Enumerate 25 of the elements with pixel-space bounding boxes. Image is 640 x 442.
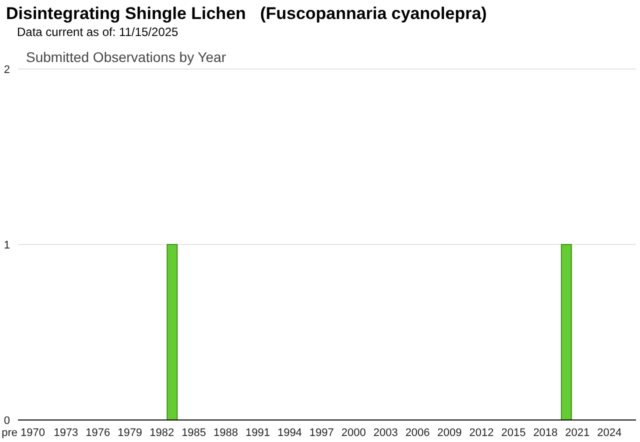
y-tick-label: 2 — [4, 64, 10, 76]
x-tick-label: 1991 — [246, 426, 270, 439]
text: Submitted Observations by Year — [26, 49, 226, 65]
x-tick-label: 2018 — [533, 426, 558, 439]
x-tick-label: 1988 — [214, 426, 238, 439]
x-tick-label: 2006 — [405, 426, 430, 439]
x-tick-label: 1973 — [54, 426, 78, 439]
chart-subtitle: Data current as of: 11/15/2025 — [17, 25, 178, 39]
y-tick-label: 1 — [4, 239, 10, 252]
x-tick-label: 1997 — [309, 426, 334, 439]
x-tick-label: 2012 — [469, 426, 494, 439]
chart-title: Disintegrating Shingle Lichen (Fuscopannaria cyanolepra) — [6, 4, 487, 24]
x-tick-label: 2021 — [565, 426, 590, 439]
y-tick-label: 0 — [4, 414, 10, 427]
x-tick-label: 1982 — [150, 426, 174, 439]
x-tick-label: 2000 — [341, 426, 366, 439]
x-tick-label: 1979 — [118, 426, 142, 439]
x-tick-label: 2015 — [501, 426, 526, 439]
x-tick-label: 2024 — [597, 426, 622, 439]
x-tick-label: 2003 — [373, 426, 398, 439]
x-tick-label: 2009 — [437, 426, 462, 439]
x-tick-label: 1976 — [86, 426, 110, 439]
x-tick-label: pre 1970 — [2, 426, 46, 439]
x-tick-label: 1994 — [277, 426, 302, 439]
x-tick-label: 1985 — [182, 426, 206, 439]
